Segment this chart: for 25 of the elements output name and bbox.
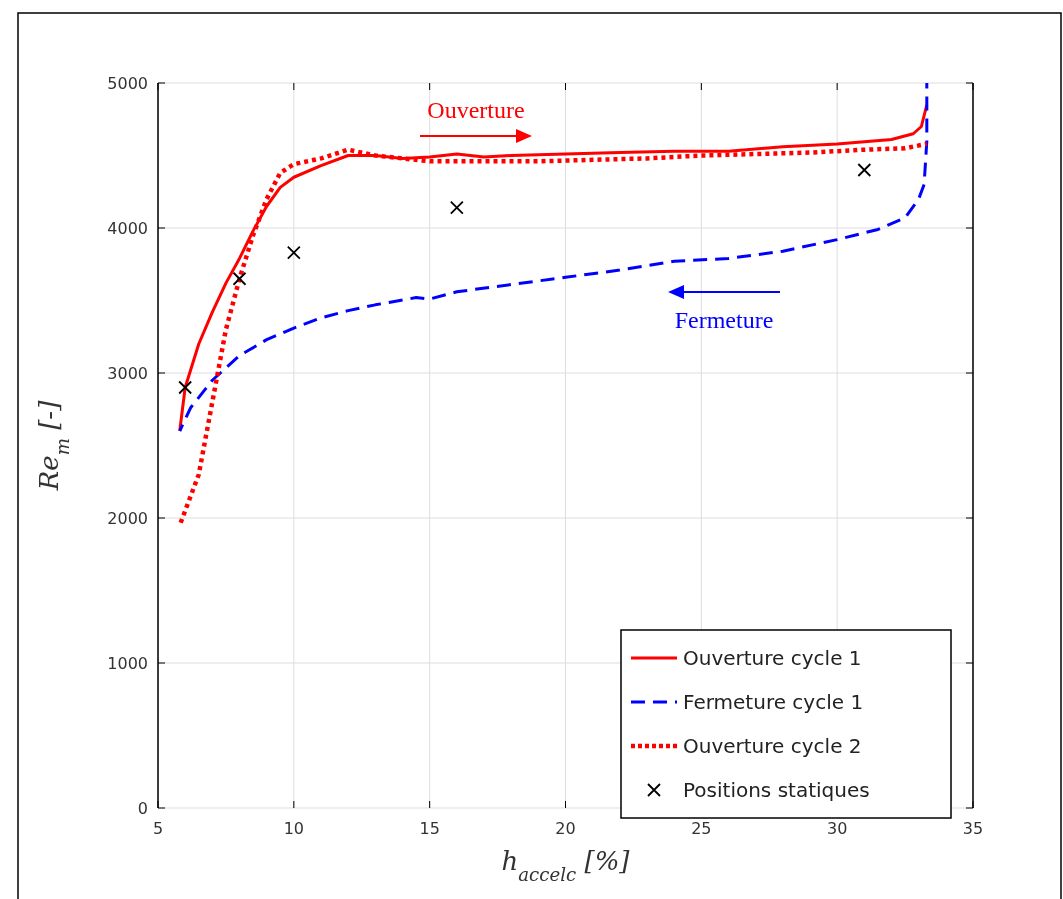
y-tick-label: 3000 [107,364,148,383]
y-tick-label: 5000 [107,74,148,93]
x-tick-label: 10 [283,819,305,838]
legend-label: Ouverture cycle 2 [683,734,862,758]
legend-label: Ouverture cycle 1 [683,646,862,670]
x-tick-label: 20 [555,819,576,838]
x-tick-label: 25 [691,819,712,838]
y-tick-label: 1000 [107,654,148,673]
point [857,163,872,177]
x-axis-title: h$_{accelc}$ [%] [501,846,631,885]
legend-label: Positions statiques [683,778,870,802]
x-tick-label: 15 [419,819,440,838]
point [178,380,193,395]
x-tick-label: 30 [826,819,848,838]
annotation: Fermeture [674,307,774,333]
annotation: Ouverture [427,97,525,123]
y-tick-label: 4000 [107,219,148,238]
point [232,271,247,286]
legend-label: Fermeture cycle 1 [683,690,864,714]
x-tick-label: 5 [152,819,164,838]
y-tick-label: 0 [137,799,148,818]
point [449,200,464,215]
x-tick-label: 35 [962,819,984,838]
y-tick-label: 2000 [107,509,148,528]
point [286,245,301,260]
